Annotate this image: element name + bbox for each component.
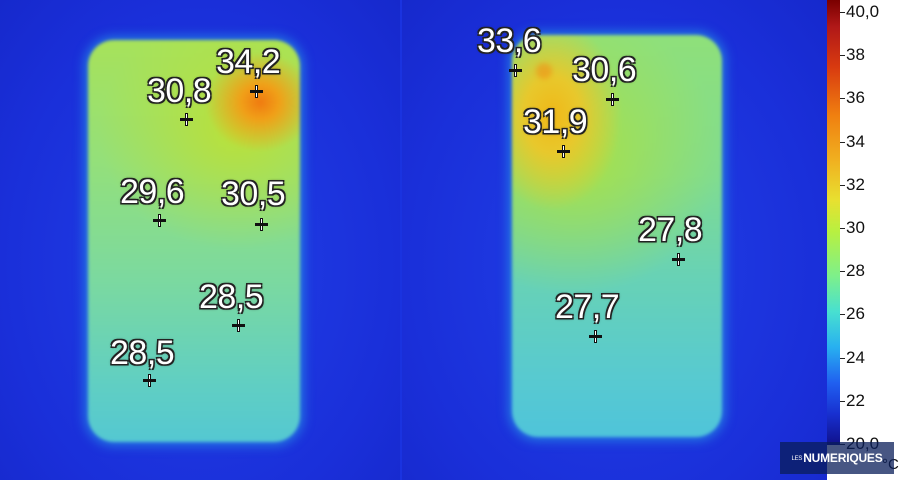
- measure-point-crosshair: [509, 64, 522, 77]
- watermark-prefix: LES: [791, 455, 803, 462]
- measure-point-crosshair: [589, 330, 602, 343]
- temperature-reading: 28,5: [110, 334, 175, 372]
- scale-tick-label: 26: [846, 304, 865, 324]
- scale-tick-label: 30: [846, 218, 865, 237]
- temperature-reading: 30,8: [147, 72, 212, 110]
- measure-point-crosshair: [250, 85, 263, 98]
- scale-tick: [840, 357, 845, 359]
- thermal-panel-left: 34,2 30,8 29,6 30,5 28,5 28,5: [0, 0, 400, 480]
- measure-point-crosshair: [255, 218, 268, 231]
- watermark-logo: LESNUMERIQUES: [780, 442, 894, 474]
- scale-tick-label: 36: [846, 88, 865, 108]
- scale-tick-label: 34: [846, 131, 865, 151]
- scale-tick-label: 32: [846, 174, 865, 194]
- scale-tick-label: 40,0: [846, 2, 880, 21]
- scale-tick-label: 24: [846, 347, 865, 367]
- scale-tick-label: 22: [846, 390, 865, 410]
- measure-point-crosshair: [672, 253, 685, 266]
- scale-tick: [840, 400, 845, 402]
- temperature-reading: 34,2: [216, 43, 281, 81]
- temperature-reading: 30,5: [221, 175, 286, 213]
- temperature-scale: 40,038363432302826242220,0 °C: [827, 0, 900, 480]
- temperature-reading: 29,6: [120, 173, 185, 211]
- measure-point-crosshair: [153, 214, 166, 227]
- temperature-reading: 31,9: [523, 103, 588, 141]
- measure-point-crosshair: [180, 113, 193, 126]
- scale-tick-label: 28: [846, 261, 865, 281]
- scale-tick: [840, 271, 845, 273]
- measure-point-crosshair: [232, 319, 245, 332]
- scale-tick: [840, 314, 845, 316]
- scale-tick: [840, 141, 845, 143]
- phone-back-thermal-left: [88, 40, 300, 442]
- scale-tick: [840, 12, 845, 13]
- temperature-reading: 27,8: [638, 211, 703, 249]
- measure-point-crosshair: [557, 145, 570, 158]
- scale-tick: [840, 184, 845, 186]
- temperature-reading: 33,6: [477, 22, 542, 60]
- measure-point-crosshair: [143, 374, 156, 387]
- scale-tick-label: 38: [846, 45, 865, 65]
- temperature-reading: 28,5: [199, 278, 264, 316]
- measure-point-crosshair: [606, 93, 619, 106]
- temperature-reading: 27,7: [555, 288, 620, 326]
- scale-tick: [840, 55, 845, 57]
- scale-tick: [840, 228, 845, 229]
- camera-hotspot: [536, 63, 552, 79]
- thermal-panel-right: 33,6 30,6 31,9 27,8 27,7: [402, 0, 827, 480]
- watermark-brand: NUMERIQUES: [803, 451, 883, 465]
- color-gradient-bar: [827, 0, 840, 445]
- phone-back-thermal-right: [512, 35, 722, 437]
- temperature-reading: 30,6: [572, 51, 637, 89]
- scale-tick: [840, 98, 845, 100]
